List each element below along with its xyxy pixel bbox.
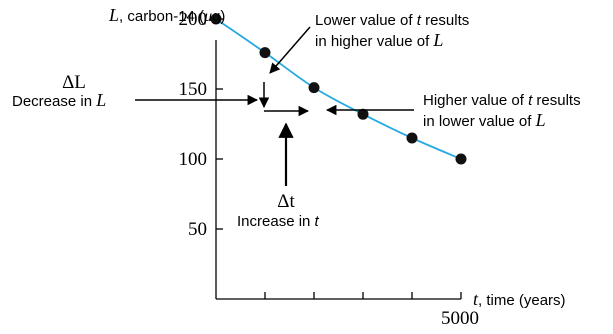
annotation-delta-l: ΔL Decrease in L — [12, 72, 259, 110]
y-tick-label: 100 — [179, 149, 208, 170]
tick-labels: 50 100 150 200 5000 — [179, 9, 480, 329]
annotation-higher-t: Higher value of t results in lower value… — [325, 92, 581, 130]
data-point — [406, 132, 418, 144]
axes — [215, 40, 461, 300]
y-tick-label: 200 — [179, 9, 208, 30]
annotation-delta-t: Δt Increase in t — [237, 122, 320, 230]
data-point — [455, 153, 467, 165]
data-point — [259, 47, 271, 59]
data-point — [210, 13, 222, 25]
delta-t-symbol: Δt — [277, 191, 295, 212]
annotation-lower-t-line2: in higher value of L — [315, 30, 443, 50]
data-point — [357, 108, 369, 120]
delta-l-symbol: ΔL — [62, 72, 86, 93]
delta-l-text: Decrease in L — [12, 90, 106, 110]
x-tick-label: 5000 — [441, 308, 479, 329]
y-tick-label: 150 — [179, 79, 208, 100]
annotation-lower-t-arrow — [269, 26, 311, 74]
x-axis-label: t, time (years) — [473, 289, 566, 309]
y-tick-label: 50 — [188, 219, 207, 240]
annotation-higher-t-line2: in lower value of L — [423, 110, 546, 130]
annotation-lower-t: Lower value of t results in higher value… — [269, 12, 469, 74]
data-point — [308, 82, 320, 94]
delta-t-text: Increase in t — [237, 213, 320, 230]
annotation-higher-t-line1: Higher value of t results — [423, 92, 581, 109]
delta-segments — [258, 82, 310, 117]
ticks — [216, 18, 462, 299]
data-points — [210, 13, 467, 165]
y-axis-label: L, carbon-14 (μg) — [108, 5, 225, 25]
annotation-lower-t-line1: Lower value of t results — [315, 12, 469, 29]
